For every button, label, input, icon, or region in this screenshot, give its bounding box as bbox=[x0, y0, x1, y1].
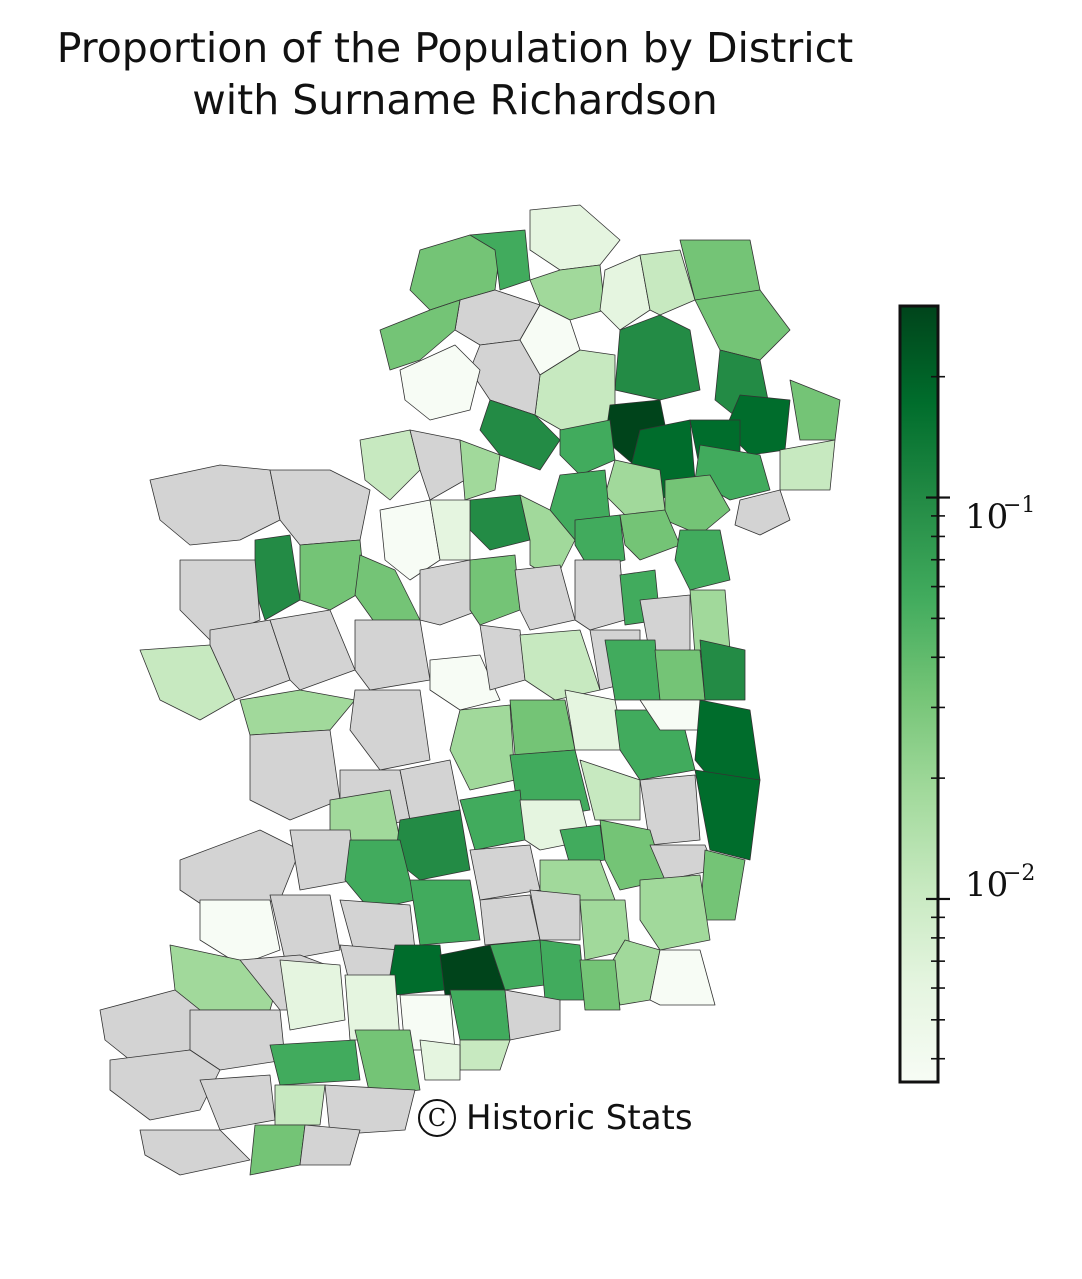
district[interactable] bbox=[529, 204, 621, 271]
district[interactable] bbox=[559, 824, 606, 866]
tick-label-exponent: −1 bbox=[1003, 493, 1035, 518]
district[interactable] bbox=[409, 429, 466, 501]
credit-label: Historic Stats bbox=[466, 1098, 693, 1138]
district[interactable] bbox=[619, 509, 681, 561]
district[interactable] bbox=[459, 789, 526, 851]
district[interactable] bbox=[359, 429, 421, 501]
colorbar-gradient bbox=[898, 304, 940, 1084]
credit-text: C Historic Stats bbox=[418, 1098, 693, 1138]
district[interactable] bbox=[269, 609, 356, 691]
district[interactable] bbox=[389, 944, 446, 996]
district[interactable] bbox=[539, 939, 586, 1001]
colorbar-major-tick-2: 10 −2 bbox=[965, 861, 1035, 905]
district[interactable] bbox=[354, 1029, 421, 1096]
district[interactable] bbox=[249, 729, 341, 821]
district[interactable] bbox=[139, 644, 236, 721]
tick-label-exponent: −2 bbox=[1003, 861, 1035, 886]
district[interactable] bbox=[779, 439, 836, 491]
district[interactable] bbox=[649, 949, 716, 1006]
district[interactable] bbox=[274, 1084, 326, 1126]
district[interactable] bbox=[789, 379, 841, 441]
district[interactable] bbox=[254, 534, 301, 621]
district[interactable] bbox=[674, 529, 731, 591]
district[interactable] bbox=[199, 899, 281, 966]
district[interactable] bbox=[354, 619, 431, 691]
district[interactable] bbox=[599, 254, 651, 331]
district[interactable] bbox=[639, 774, 701, 846]
title-line-2: with Surname Richardson bbox=[192, 76, 718, 124]
district[interactable] bbox=[699, 849, 746, 921]
district[interactable] bbox=[269, 1039, 361, 1086]
district[interactable] bbox=[289, 829, 356, 891]
district[interactable] bbox=[694, 769, 761, 861]
district[interactable] bbox=[139, 1129, 251, 1176]
district[interactable] bbox=[269, 894, 341, 961]
colorbar: 10 −1 10 −2 bbox=[880, 290, 1080, 1100]
district[interactable] bbox=[299, 1124, 361, 1166]
district[interactable] bbox=[469, 229, 531, 291]
district[interactable] bbox=[459, 439, 501, 501]
district[interactable] bbox=[509, 699, 576, 756]
district[interactable] bbox=[469, 554, 521, 626]
district[interactable] bbox=[529, 889, 581, 941]
district[interactable] bbox=[99, 989, 201, 1061]
district[interactable] bbox=[579, 959, 621, 1011]
district[interactable] bbox=[429, 654, 501, 711]
district[interactable] bbox=[379, 299, 461, 371]
district[interactable] bbox=[519, 629, 601, 701]
district[interactable] bbox=[469, 494, 531, 551]
district[interactable] bbox=[469, 844, 541, 901]
district[interactable] bbox=[514, 564, 576, 631]
district[interactable] bbox=[579, 759, 641, 821]
tick-label-base: 10 bbox=[965, 497, 1008, 537]
district[interactable] bbox=[324, 1084, 416, 1136]
district[interactable] bbox=[574, 559, 626, 631]
district[interactable] bbox=[734, 489, 791, 536]
district[interactable] bbox=[189, 1009, 286, 1071]
district[interactable] bbox=[249, 1124, 306, 1176]
ireland-map bbox=[60, 180, 860, 1210]
district[interactable] bbox=[349, 689, 431, 771]
district[interactable] bbox=[209, 619, 291, 701]
district[interactable] bbox=[269, 469, 371, 546]
map-title: Proportion of the Population by District… bbox=[0, 22, 910, 126]
district[interactable] bbox=[199, 1074, 276, 1131]
colorbar-svg: 10 −1 10 −2 bbox=[898, 304, 1035, 1084]
district[interactable] bbox=[639, 874, 711, 951]
district[interactable] bbox=[399, 759, 461, 821]
district[interactable] bbox=[239, 689, 356, 736]
district[interactable] bbox=[419, 559, 481, 626]
district[interactable] bbox=[614, 314, 701, 401]
map-svg bbox=[99, 204, 841, 1176]
district[interactable] bbox=[299, 539, 366, 611]
tick-label-base: 10 bbox=[965, 865, 1008, 905]
district[interactable] bbox=[279, 959, 346, 1031]
district[interactable] bbox=[409, 879, 481, 946]
district[interactable] bbox=[639, 249, 696, 316]
district[interactable] bbox=[149, 464, 281, 546]
district[interactable] bbox=[699, 639, 746, 701]
district[interactable] bbox=[694, 289, 791, 361]
district[interactable] bbox=[459, 1039, 511, 1071]
district[interactable] bbox=[479, 894, 541, 946]
district[interactable] bbox=[559, 419, 616, 476]
district[interactable] bbox=[109, 1049, 221, 1121]
district[interactable] bbox=[449, 989, 511, 1041]
district[interactable] bbox=[504, 989, 561, 1041]
district[interactable] bbox=[419, 1039, 461, 1081]
copyright-icon: C bbox=[418, 1099, 456, 1137]
district[interactable] bbox=[399, 344, 481, 421]
district[interactable] bbox=[449, 704, 516, 791]
title-line-1: Proportion of the Population by District bbox=[56, 24, 854, 72]
colorbar-major-tick-1: 10 −1 bbox=[965, 493, 1035, 537]
district[interactable] bbox=[479, 399, 561, 471]
district[interactable] bbox=[654, 649, 706, 701]
colorbar-ticks bbox=[926, 375, 950, 1060]
district[interactable] bbox=[604, 639, 661, 701]
